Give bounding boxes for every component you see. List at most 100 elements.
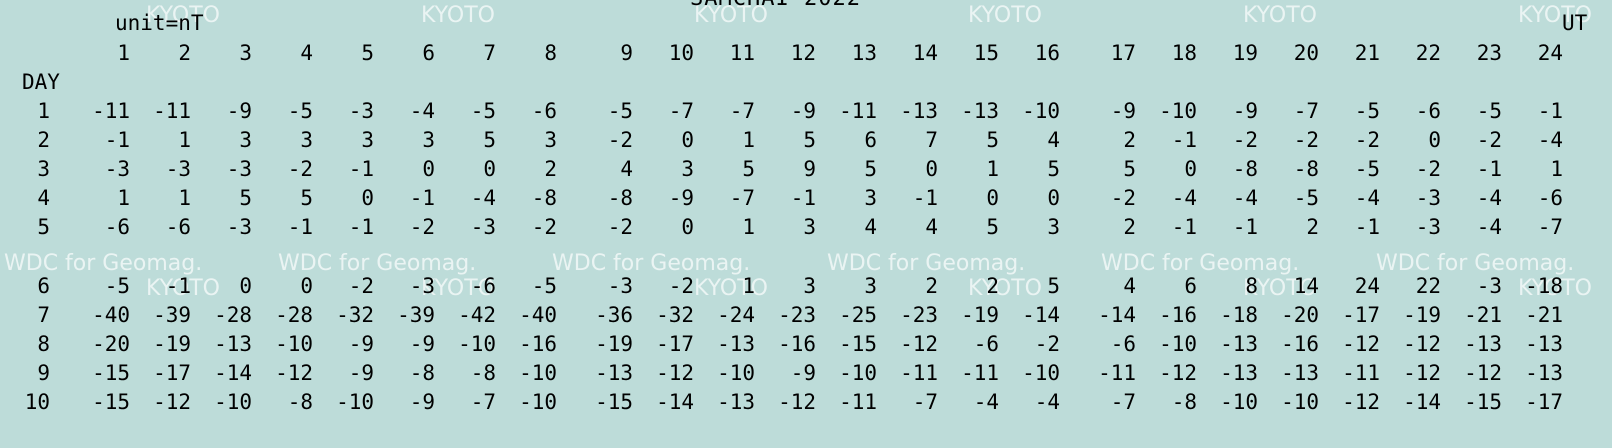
hourly-value-cell: -12 — [1464, 361, 1502, 385]
hourly-value-cell: -1 — [1171, 128, 1197, 152]
hourly-value-cell: -13 — [1464, 332, 1502, 356]
day-number: 5 — [37, 215, 50, 239]
hourly-value-cell: -13 — [900, 99, 938, 123]
hourly-value-cell: -32 — [656, 303, 694, 327]
table-row: 10 -15 -12 -10 -8 -10 -9 -7 -10 -15 -14 -13 -12 -11 -7… — [0, 388, 1612, 417]
hourly-value-cell: -16 — [1159, 303, 1197, 327]
hourly-value-cell: -6 — [104, 215, 130, 239]
hourly-value-cell: -10 — [1220, 390, 1258, 414]
hourly-value-cell: -1 — [1537, 99, 1563, 123]
hourly-value-cell: -5 — [287, 99, 313, 123]
hourly-value-cell: -9 — [409, 332, 435, 356]
hourly-value-cell: 8 — [1245, 274, 1258, 298]
hour-header-cell: 11 — [729, 41, 755, 65]
hourly-value-cell: -3 — [226, 215, 252, 239]
hourly-value-cell: -9 — [790, 99, 816, 123]
hourly-value-cell: 0 — [681, 215, 694, 239]
hourly-value-cell: 0 — [1184, 157, 1197, 181]
hourly-value-cell: -14 — [656, 390, 694, 414]
hourly-value-cell: -4 — [409, 99, 435, 123]
hourly-value-cell: -25 — [839, 303, 877, 327]
hourly-value-cell: -5 — [104, 274, 130, 298]
hourly-value-cell: 4 — [620, 157, 633, 181]
hourly-value-cell: 2 — [925, 274, 938, 298]
hourly-value-cell: -11 — [839, 99, 877, 123]
hourly-value-cell: 5 — [1047, 274, 1060, 298]
day-number: 2 — [37, 128, 50, 152]
hourly-value-cell: 3 — [681, 157, 694, 181]
hourly-value-cell: 5 — [742, 157, 755, 181]
hourly-value-cell: 22 — [1415, 274, 1441, 298]
hourly-value-cell: 7 — [925, 128, 938, 152]
hourly-value-cell: 1 — [742, 215, 755, 239]
hourly-value-cell: -12 — [778, 390, 816, 414]
hourly-value-cell: -4 — [1034, 390, 1060, 414]
day-number: 1 — [37, 99, 50, 123]
hourly-value-cell: -6 — [973, 332, 999, 356]
hourly-value-cell: -3 — [348, 99, 374, 123]
hourly-value-cell: -17 — [1525, 390, 1563, 414]
hourly-value-cell: -16 — [1281, 332, 1319, 356]
hour-header-cell: 14 — [912, 41, 938, 65]
hourly-value-cell: -9 — [668, 186, 694, 210]
hourly-value-cell: -11 — [961, 361, 999, 385]
day-number: 6 — [37, 274, 50, 298]
hourly-value-cell: -7 — [729, 186, 755, 210]
hourly-value-cell: 1 — [117, 186, 130, 210]
hourly-value-cell: -8 — [409, 361, 435, 385]
hourly-value-cell: -20 — [92, 332, 130, 356]
hourly-value-cell: -5 — [1476, 99, 1502, 123]
hourly-value-cell: -7 — [1537, 215, 1563, 239]
hourly-value-cell: -19 — [153, 332, 191, 356]
day-number: 10 — [24, 390, 50, 414]
hourly-value-cell: -2 — [348, 274, 374, 298]
hour-header-cell: 1 — [117, 41, 130, 65]
hourly-value-cell: -18 — [1525, 274, 1563, 298]
hourly-value-cell: 1 — [1550, 157, 1563, 181]
table-row: 2 -1 1 3 3 3 3 5 3 -2 0 1 5 6 7 5 4 2 -1 -2 -2 -2 0 -2 -4 — [0, 126, 1612, 155]
hourly-value-cell: -3 — [470, 215, 496, 239]
hourly-value-cell: -1 — [1354, 215, 1380, 239]
hourly-value-cell: -15 — [92, 390, 130, 414]
hourly-value-cell: -21 — [1464, 303, 1502, 327]
hourly-value-cell: 2 — [1306, 215, 1319, 239]
hourly-value-cell: -15 — [92, 361, 130, 385]
hourly-value-cell: -6 — [165, 215, 191, 239]
hourly-value-cell: -1 — [348, 215, 374, 239]
day-number: 7 — [37, 303, 50, 327]
hourly-value-cell: -15 — [839, 332, 877, 356]
hourly-value-cell: -1 — [104, 128, 130, 152]
hourly-value-cell: -1 — [790, 186, 816, 210]
hourly-value-cell: -16 — [519, 332, 557, 356]
day-number: 4 — [37, 186, 50, 210]
hourly-value-cell: -40 — [92, 303, 130, 327]
hourly-value-cell: 1 — [742, 274, 755, 298]
hourly-value-cell: 1 — [742, 128, 755, 152]
hourly-value-cell: -13 — [717, 390, 755, 414]
hour-header-cell: 15 — [973, 41, 999, 65]
hourly-value-cell: -11 — [1342, 361, 1380, 385]
hourly-value-cell: -39 — [153, 303, 191, 327]
hourly-value-cell: -10 — [214, 390, 252, 414]
hourly-value-cell: -1 — [1171, 215, 1197, 239]
hourly-value-cell: 4 — [864, 215, 877, 239]
table-row: 5 -6 -6 -3 -1 -1 -2 -3 -2 -2 0 1 3 4 4 5 3 2 -1 -1 2 -1 -3 -4 -7 — [0, 213, 1612, 242]
hour-header-cell: 6 — [422, 41, 435, 65]
hourly-value-cell: -28 — [214, 303, 252, 327]
hourly-value-cell: -11 — [92, 99, 130, 123]
hour-header-cell: 24 — [1537, 41, 1563, 65]
hourly-value-cell: -23 — [778, 303, 816, 327]
hour-header-cell: 10 — [668, 41, 694, 65]
hourly-value-cell: -6 — [1537, 186, 1563, 210]
hourly-value-cell: -9 — [409, 390, 435, 414]
hourly-value-cell: -14 — [1098, 303, 1136, 327]
hourly-value-cell: -4 — [470, 186, 496, 210]
hourly-value-cell: -12 — [275, 361, 313, 385]
hourly-value-cell: -1 — [348, 157, 374, 181]
hourly-value-cell: -5 — [1354, 99, 1380, 123]
ut-label: UT — [1562, 11, 1588, 35]
hourly-value-cell: -5 — [531, 274, 557, 298]
hourly-value-cell: 0 — [986, 186, 999, 210]
hourly-value-cell: -13 — [1525, 332, 1563, 356]
hourly-value-cell: -2 — [1034, 332, 1060, 356]
